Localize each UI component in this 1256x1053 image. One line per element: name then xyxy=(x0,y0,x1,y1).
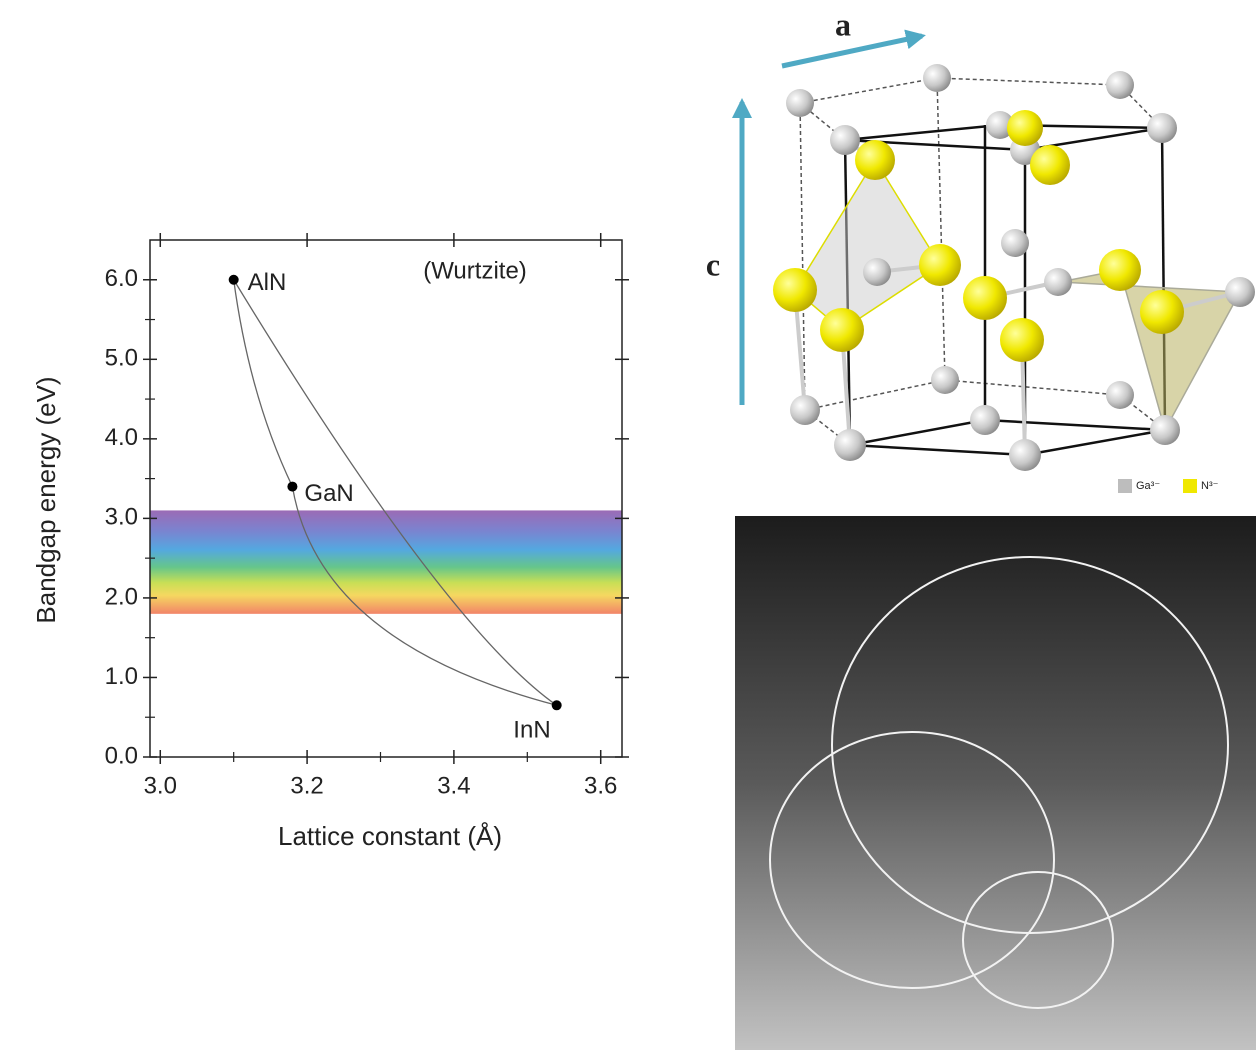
crystal-diagram: a c Ga³⁻ N³⁻ xyxy=(706,6,1255,493)
y-tick-label: 3.0 xyxy=(105,504,138,531)
axis-label: c xyxy=(706,246,720,282)
point-label: AlN xyxy=(248,269,287,296)
legend-swatch xyxy=(1183,479,1197,493)
data-point xyxy=(287,482,297,492)
plot-frame xyxy=(150,240,622,757)
axis-label: a xyxy=(835,6,851,42)
legend-label: N³⁻ xyxy=(1201,480,1219,492)
x-axis-title: Lattice constant (Å) xyxy=(278,821,502,851)
point-label: GaN xyxy=(304,480,353,507)
y-tick-label: 5.0 xyxy=(105,345,138,372)
y-tick-label: 4.0 xyxy=(105,424,138,451)
visible-band xyxy=(150,510,622,613)
legend-swatch xyxy=(1118,479,1132,493)
y-tick-label: 1.0 xyxy=(105,663,138,690)
y-tick-label: 6.0 xyxy=(105,265,138,292)
point-label: InN xyxy=(513,717,550,744)
x-tick-label: 3.4 xyxy=(437,772,470,799)
axis-arrow xyxy=(782,36,922,66)
bowing-curve xyxy=(234,280,293,487)
figure: Bandgap energy (eV) Lattice constant (Å)… xyxy=(0,0,1256,1053)
bowing-curve xyxy=(234,280,557,706)
y-tick-label: 0.0 xyxy=(105,742,138,769)
x-tick-label: 3.2 xyxy=(290,772,323,799)
x-tick-label: 3.6 xyxy=(584,772,617,799)
data-point xyxy=(552,700,562,710)
y-tick-label: 2.0 xyxy=(105,583,138,610)
x-tick-label: 3.0 xyxy=(144,772,177,799)
legend-label: Ga³⁻ xyxy=(1136,480,1160,492)
data-point xyxy=(229,275,239,285)
y-axis-title: Bandgap energy (eV) xyxy=(31,376,61,623)
annotation: (Wurtzite) xyxy=(423,257,527,284)
wafer-photo xyxy=(735,516,1256,1050)
